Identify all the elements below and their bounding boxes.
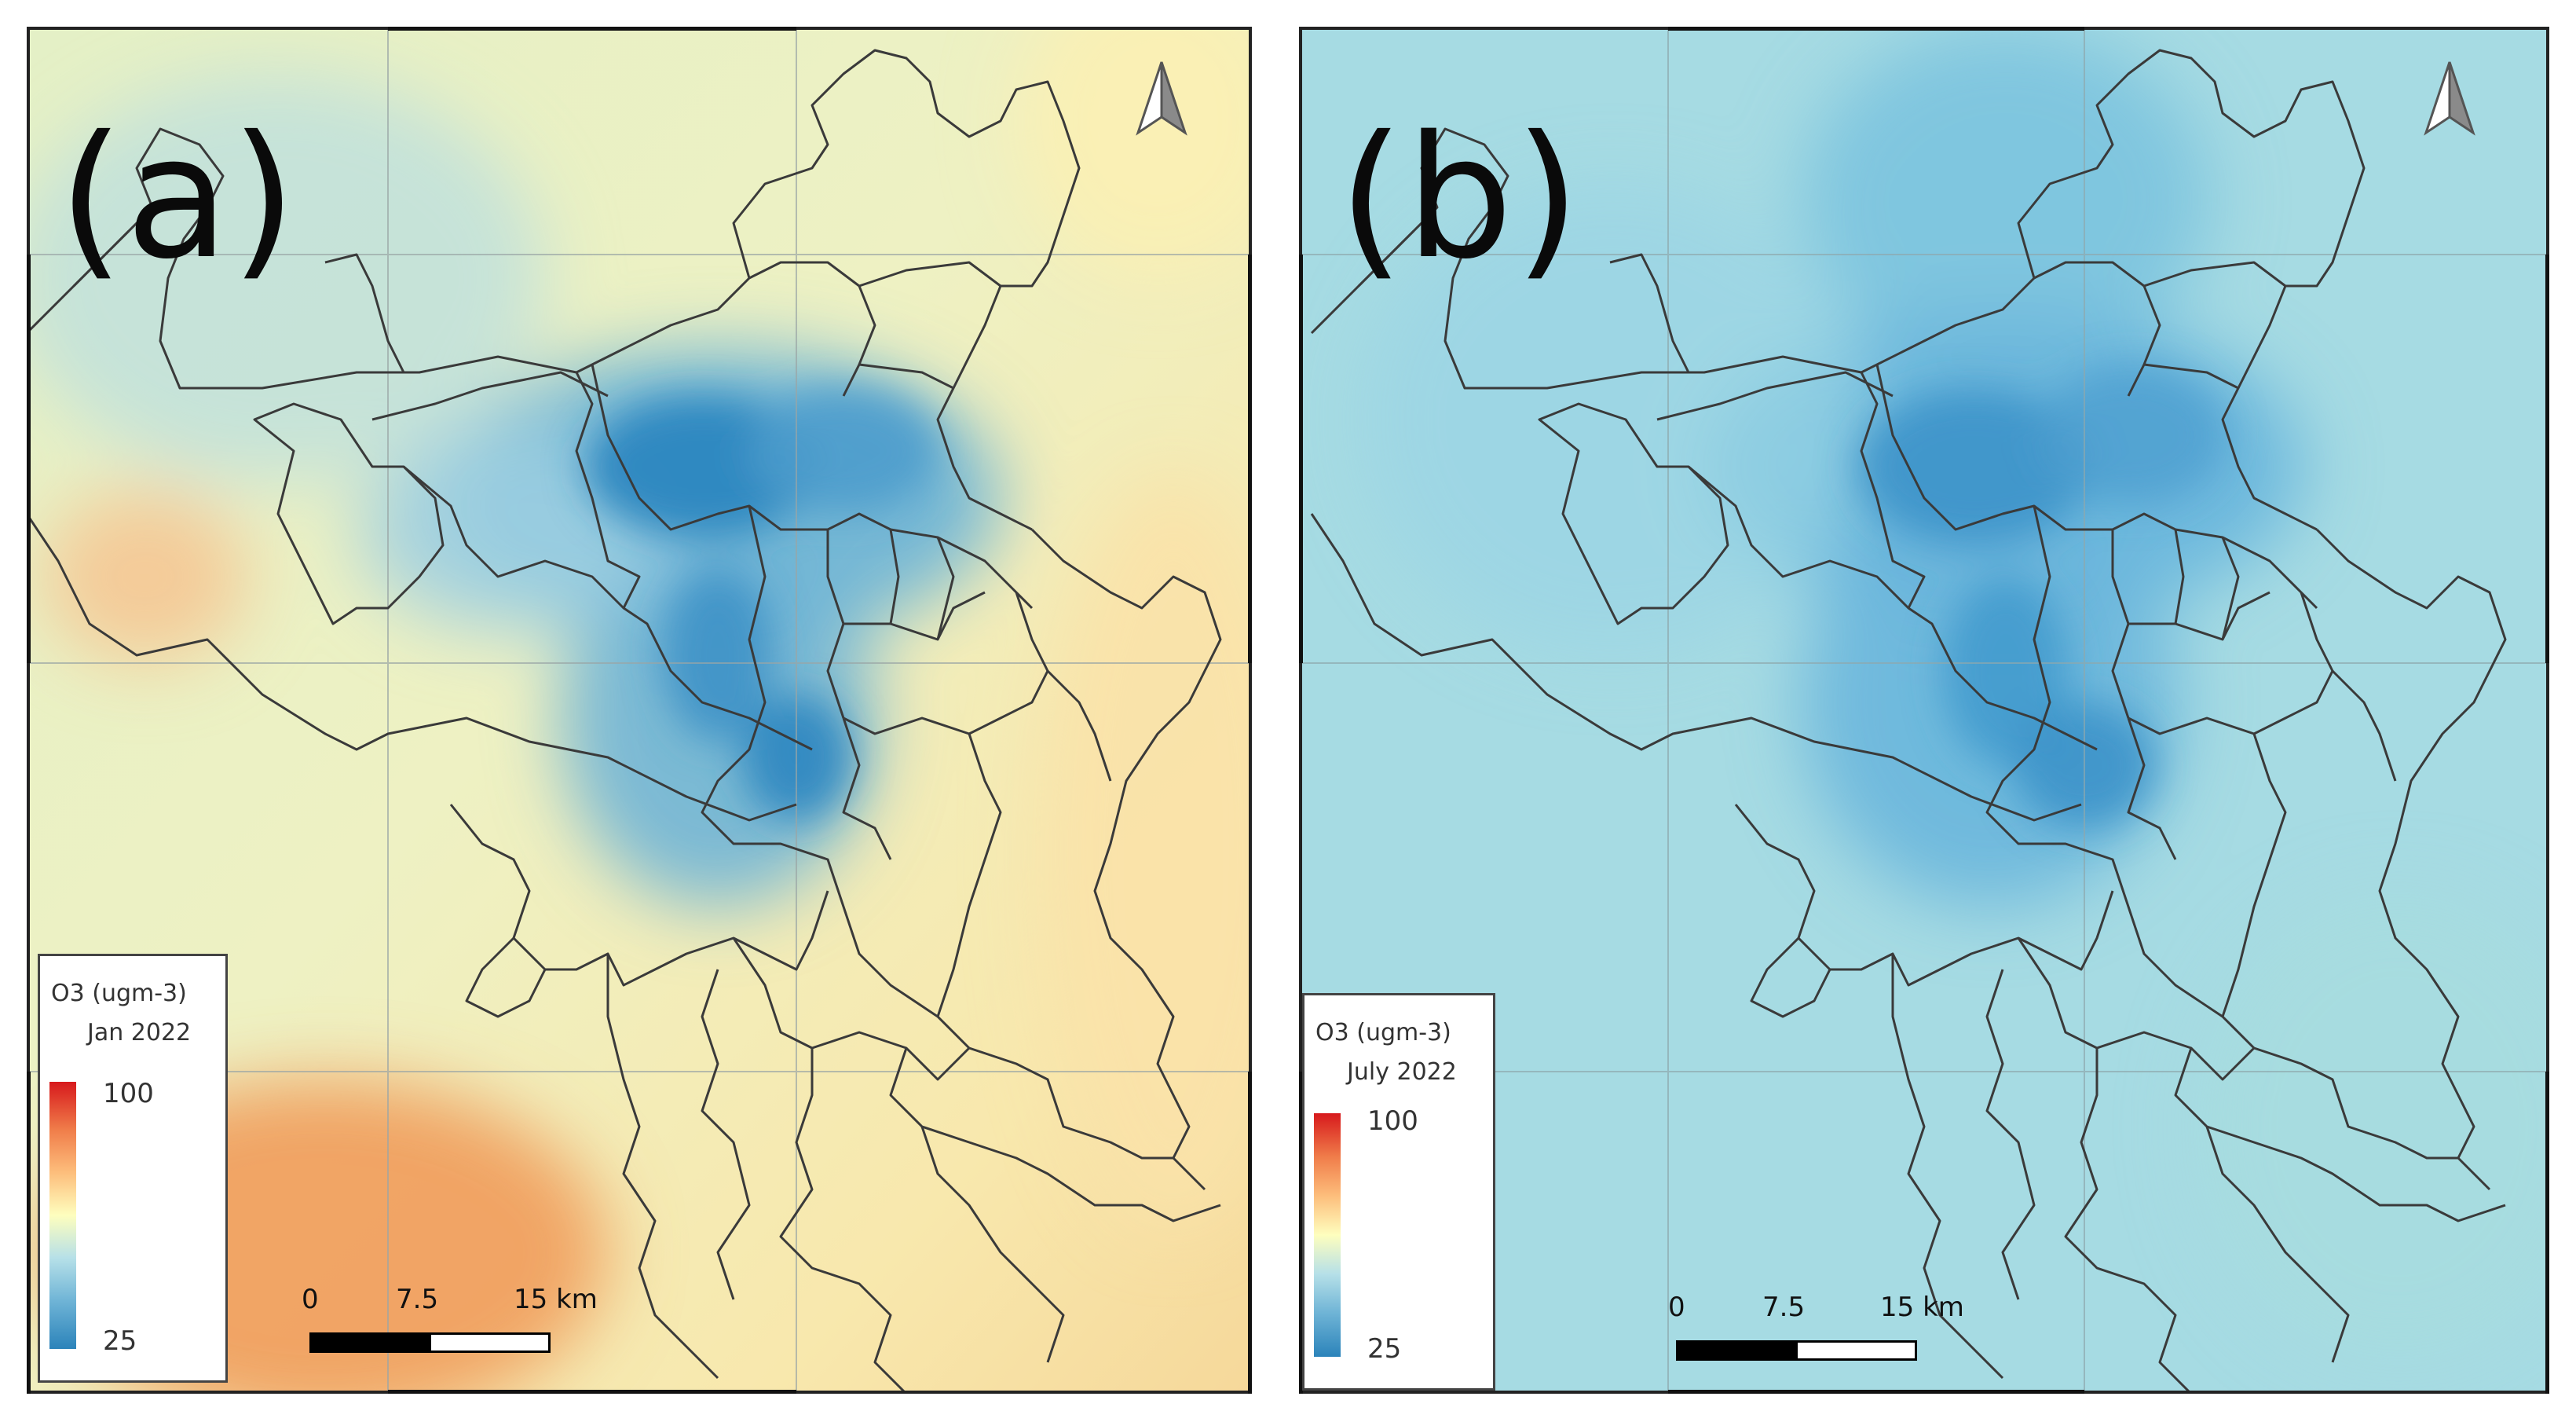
north-arrow-icon bbox=[2424, 61, 2475, 136]
legend-period: Jan 2022 bbox=[87, 1019, 192, 1046]
map-panel-a: (a) O3 (ugm-3) Jan 2022 100 25 0 7.5 15 … bbox=[27, 27, 1252, 1394]
color-ramp bbox=[49, 1082, 76, 1349]
scale-tick-1: 7.5 bbox=[1762, 1292, 1806, 1323]
o3-raster-map-a bbox=[27, 27, 1252, 1394]
scale-tick-2: 15 km bbox=[514, 1284, 598, 1315]
legend-max-value: 100 bbox=[1367, 1105, 1418, 1137]
legend-a: O3 (ugm-3) Jan 2022 100 25 bbox=[38, 954, 228, 1383]
scale-tick-2: 15 km bbox=[1880, 1292, 1964, 1323]
scale-segment-black bbox=[309, 1332, 431, 1353]
legend-min-value: 25 bbox=[103, 1325, 137, 1357]
scale-bar-a: 0 7.5 15 km bbox=[286, 1284, 598, 1370]
color-ramp bbox=[1314, 1113, 1341, 1357]
legend-max-value: 100 bbox=[103, 1078, 154, 1109]
scale-tick-0: 0 bbox=[302, 1284, 319, 1315]
district-boundaries bbox=[1310, 49, 2507, 1394]
district-boundaries bbox=[27, 49, 1222, 1394]
scale-segment-white bbox=[429, 1332, 551, 1353]
o3-raster-map-b bbox=[1299, 27, 2549, 1394]
panel-label-b: (b) bbox=[1338, 99, 1583, 296]
panel-label-a: (a) bbox=[58, 99, 298, 296]
scale-segment-white bbox=[1795, 1340, 1917, 1361]
graticule bbox=[1299, 27, 2549, 1394]
legend-title: O3 (ugm-3) bbox=[51, 980, 187, 1007]
scale-tick-0: 0 bbox=[1668, 1292, 1685, 1323]
legend-min-value: 25 bbox=[1367, 1333, 1402, 1365]
scale-tick-1: 7.5 bbox=[396, 1284, 439, 1315]
scale-segment-black bbox=[1676, 1340, 1798, 1361]
scale-bar-b: 0 7.5 15 km bbox=[1652, 1292, 1964, 1378]
legend-period: July 2022 bbox=[1347, 1058, 1457, 1086]
map-panel-b: (b) O3 (ugm-3) July 2022 100 25 0 7.5 15… bbox=[1299, 27, 2549, 1394]
legend-title: O3 (ugm-3) bbox=[1315, 1019, 1451, 1046]
north-arrow-icon bbox=[1136, 61, 1187, 136]
legend-b: O3 (ugm-3) July 2022 100 25 bbox=[1302, 993, 1495, 1391]
